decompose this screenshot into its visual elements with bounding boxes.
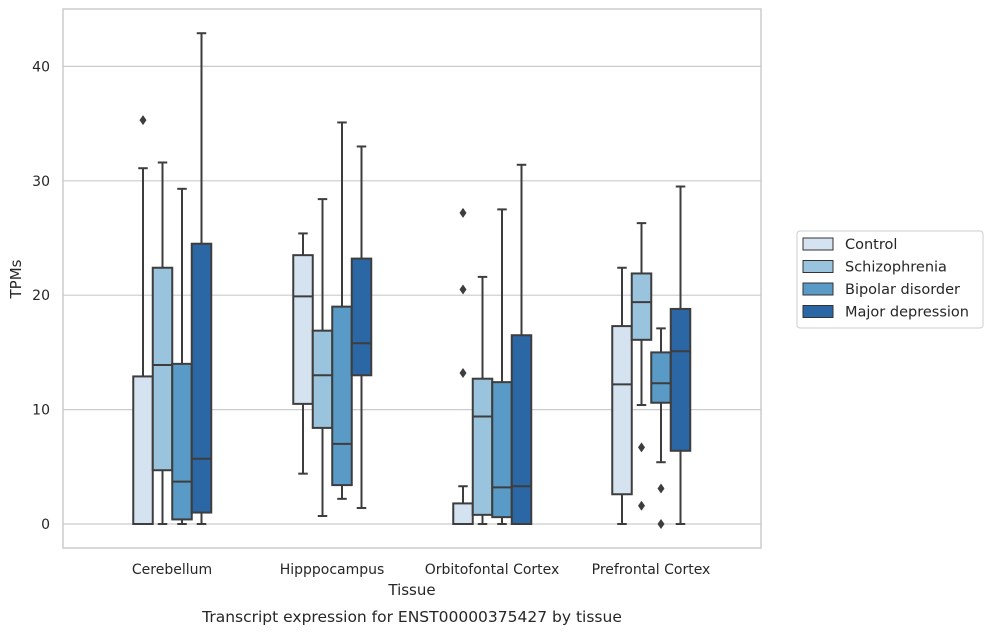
x-tick-label: Orbitofontal Cortex: [425, 562, 560, 578]
iqr-box: [292, 254, 314, 405]
y-tick-label: 0: [41, 517, 50, 533]
iqr-box: [669, 307, 692, 452]
iqr-box: [331, 305, 353, 487]
iqr-box: [491, 381, 513, 519]
outlier-point: [139, 115, 147, 126]
box-1-0: [151, 161, 174, 525]
box-0-0: [132, 115, 154, 526]
outlier-point: [657, 483, 665, 494]
iqr-box: [311, 329, 334, 429]
iqr-box: [510, 334, 533, 525]
box-1-1: [311, 198, 334, 517]
box-series: [132, 32, 692, 529]
box-2-3: [650, 327, 672, 529]
y-tick-label: 20: [32, 288, 50, 304]
x-tick-label: Cerebellum: [132, 562, 212, 578]
box-0-2: [452, 207, 474, 525]
legend-swatch: [802, 260, 834, 273]
box-2-0: [171, 187, 193, 525]
legend-swatch: [802, 305, 834, 318]
box-2-1: [331, 121, 353, 500]
y-tick-label: 30: [32, 174, 50, 190]
legend-frame: [796, 230, 984, 329]
y-axis-label: TPMs: [7, 259, 25, 299]
plot-frame: [62, 8, 762, 549]
iqr-box: [171, 362, 193, 521]
legend-swatch: [802, 282, 834, 296]
iqr-box: [151, 266, 174, 472]
outlier-point: [657, 519, 665, 529]
iqr-box: [650, 351, 672, 404]
iqr-box: [611, 325, 633, 496]
box-2-2: [491, 208, 513, 525]
outlier-point: [459, 207, 467, 218]
legend-swatch: [802, 237, 834, 251]
iqr-box: [630, 272, 653, 341]
y-tick-label: 10: [32, 403, 50, 419]
y-tick-label: 40: [32, 59, 50, 75]
box-3-2: [510, 163, 533, 525]
chart-caption: Transcript expression for ENST0000037542…: [201, 608, 622, 626]
x-axis-label: Tissue: [387, 581, 435, 599]
x-tick-labels: Cerebellum Hipppocampus Orbitofontal Corte…: [132, 562, 710, 578]
legend-label: Bipolar disorder: [845, 282, 960, 298]
box-0-1: [292, 232, 314, 475]
box-1-2: [471, 275, 494, 525]
y-tick-labels: 0 10 20 30 40: [32, 59, 50, 533]
box-3-0: [190, 32, 213, 525]
box-0-3: [611, 266, 633, 525]
box-3-1: [350, 145, 373, 509]
iqr-box: [471, 377, 494, 516]
legend-label: Major depression: [845, 305, 969, 321]
box-3-3: [669, 185, 692, 525]
x-tick-label: Prefrontal Cortex: [592, 562, 711, 578]
iqr-box: [452, 502, 474, 525]
iqr-box: [350, 257, 373, 377]
legend-label: Schizophrenia: [845, 260, 947, 276]
outlier-point: [638, 500, 645, 511]
iqr-box: [132, 375, 154, 526]
outlier-point: [459, 367, 467, 378]
legend: Control Schizophrenia Bipolar disorder Majo…: [796, 230, 984, 329]
outlier-point: [459, 284, 467, 295]
iqr-box: [190, 242, 213, 514]
x-tick-label: Hipppocampus: [280, 562, 385, 578]
box-1-3: [630, 222, 653, 511]
legend-label: Control: [845, 237, 897, 253]
outlier-point: [638, 442, 645, 453]
